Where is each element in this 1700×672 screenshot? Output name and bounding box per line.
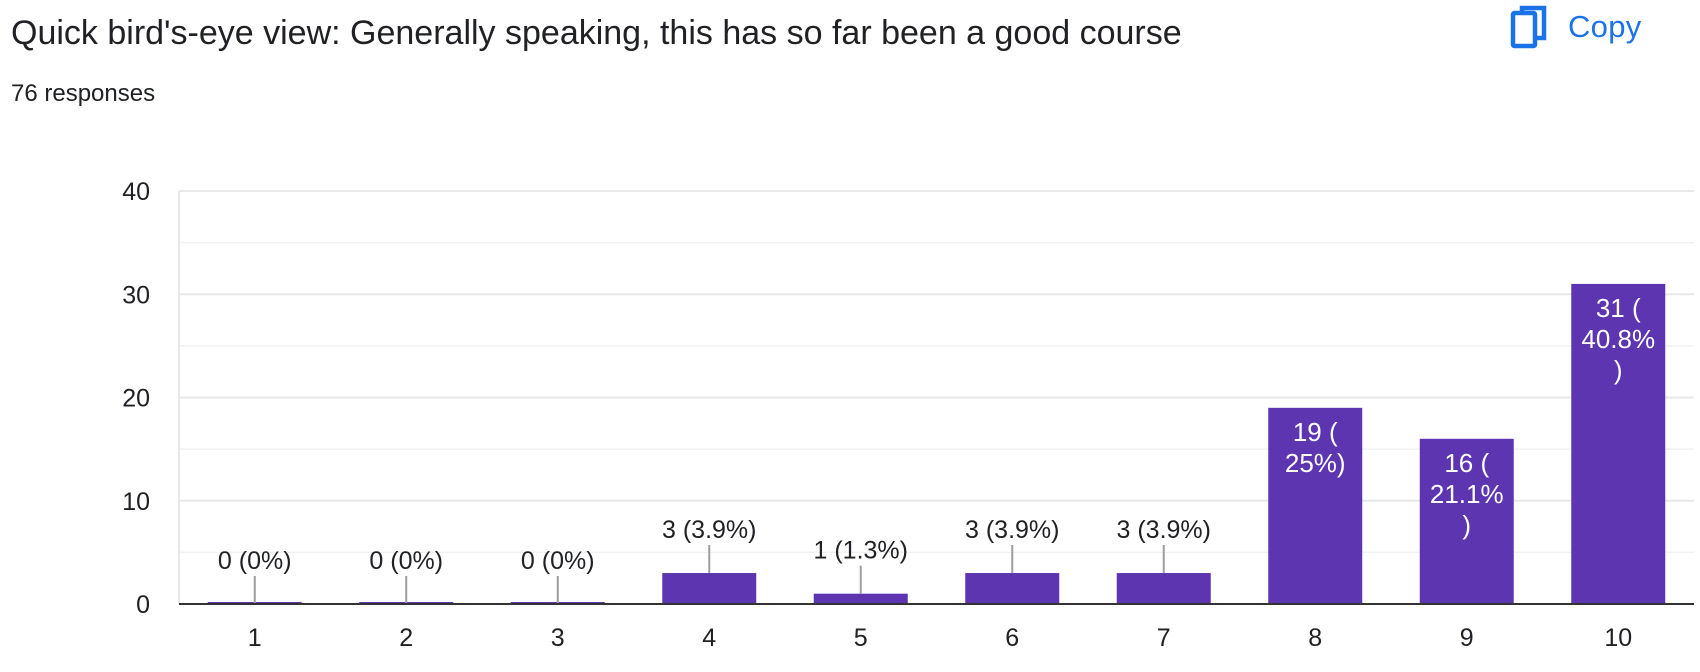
y-tick-label: 20 (122, 385, 150, 413)
x-tick-label: 4 (702, 624, 716, 652)
bar-6 (965, 573, 1060, 604)
data-label: 3 (3.9%) (1117, 516, 1211, 544)
data-label: 1 (1.3%) (814, 537, 908, 565)
data-label: 3 (3.9%) (662, 516, 756, 544)
data-label: 31 ( (1596, 293, 1641, 323)
x-tick-label: 7 (1157, 624, 1171, 652)
bar-10 (1571, 283, 1666, 604)
y-tick-label: 30 (122, 281, 150, 309)
data-label: 40.8% (1581, 324, 1655, 354)
y-tick-label: 40 (122, 178, 150, 206)
data-label: 0 (0%) (369, 547, 443, 575)
x-tick-label: 10 (1604, 624, 1632, 652)
data-label: ) (1614, 355, 1623, 385)
data-label: 16 ( (1444, 448, 1489, 478)
y-tick-label: 10 (122, 488, 150, 516)
copy-button[interactable]: Copy (1500, 0, 1680, 54)
response-count: 76 responses (11, 80, 156, 107)
copy-label: Copy (1568, 9, 1642, 44)
data-label: ) (1462, 510, 1471, 540)
data-label: 25%) (1285, 448, 1346, 478)
data-label: 0 (0%) (218, 547, 292, 575)
y-tick-label: 0 (136, 591, 150, 619)
data-label: 21.1% (1430, 479, 1504, 509)
copy-icon (1510, 5, 1547, 49)
data-label: 3 (3.9%) (965, 516, 1059, 544)
x-tick-label: 1 (248, 624, 262, 652)
x-tick-label: 6 (1005, 624, 1019, 652)
chart-title: Quick bird's-eye view: Generally speakin… (11, 14, 1182, 52)
x-tick-label: 5 (854, 624, 868, 652)
bar-8 (1268, 407, 1363, 604)
x-tick-label: 9 (1460, 624, 1474, 652)
x-tick-label: 3 (551, 624, 565, 652)
bar-4 (662, 573, 757, 604)
bar-5 (813, 593, 908, 604)
bar-9 (1419, 438, 1514, 604)
x-tick-label: 8 (1308, 624, 1322, 652)
data-label: 0 (0%) (521, 547, 595, 575)
data-label: 19 ( (1293, 417, 1338, 447)
x-tick-label: 2 (399, 624, 413, 652)
bar-7 (1116, 573, 1211, 604)
